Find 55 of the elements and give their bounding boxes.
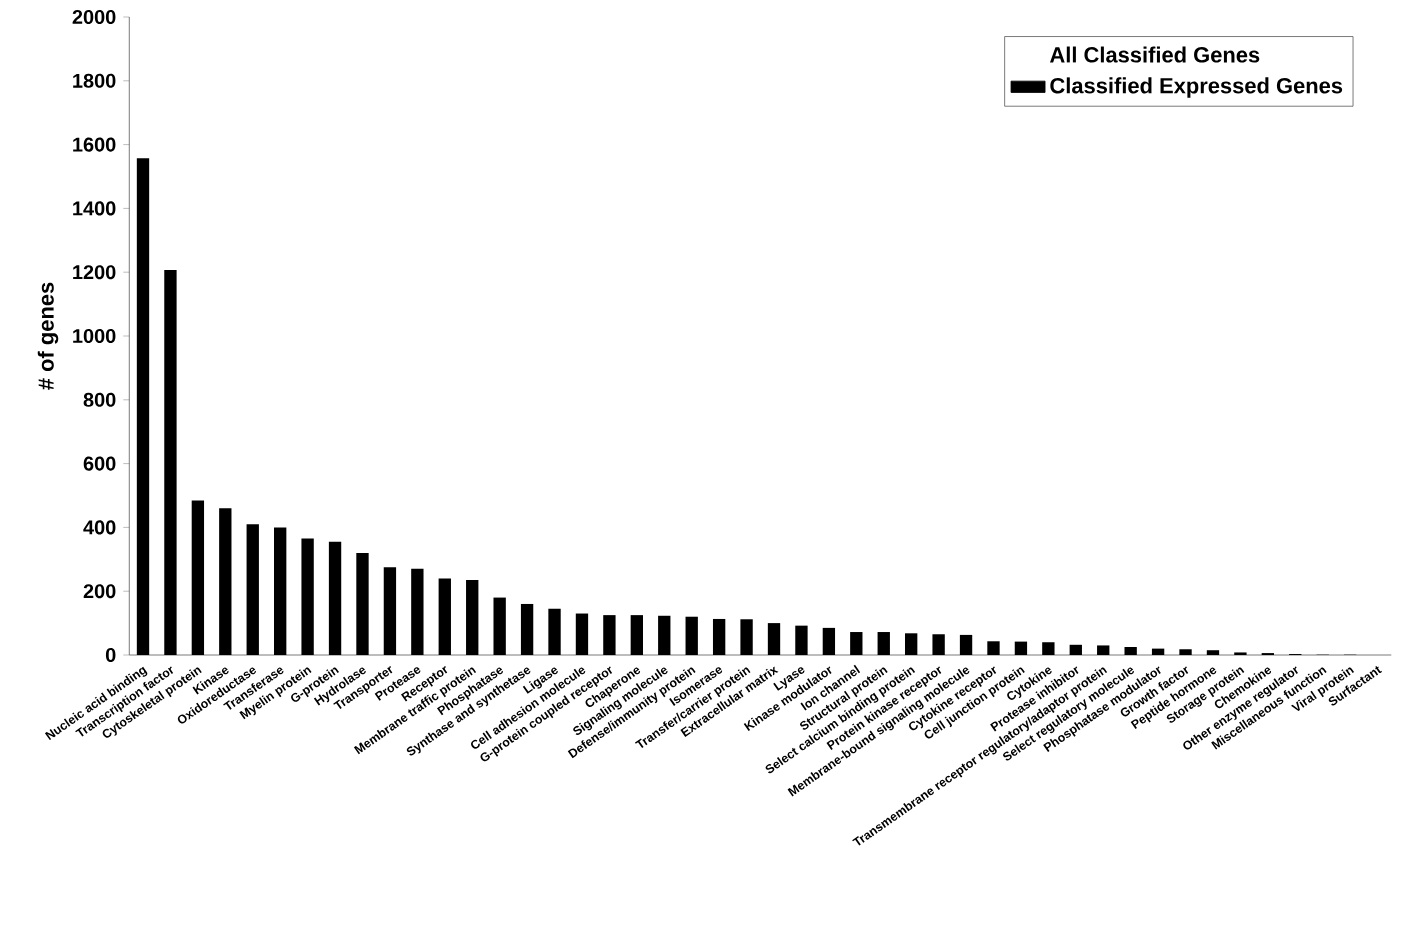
bar	[959, 634, 973, 655]
y-tick-label: 1400	[73, 201, 116, 216]
bar	[740, 619, 753, 655]
bar	[356, 552, 369, 655]
bar	[1097, 645, 1110, 655]
bar	[411, 568, 424, 655]
y-tick-label: 0	[105, 647, 116, 663]
bar	[1179, 649, 1192, 655]
bar	[493, 597, 506, 655]
bar	[795, 625, 808, 655]
bar	[1151, 648, 1165, 655]
bar	[1069, 644, 1082, 655]
y-axis-title: # of genes	[37, 282, 59, 390]
bar	[630, 615, 644, 655]
bar	[246, 524, 259, 655]
y-tick-label: 600	[83, 456, 116, 471]
legend-label: Classified Expressed Genes	[1050, 77, 1343, 98]
bar	[164, 269, 177, 655]
text: All Classified Genes	[1049, 46, 1260, 63]
y-tick-label: 800	[83, 392, 116, 407]
bar	[932, 634, 945, 655]
bar	[987, 641, 1000, 655]
bar	[383, 567, 397, 655]
bar	[850, 632, 863, 655]
bar	[274, 527, 287, 655]
bar	[905, 633, 918, 655]
bar	[466, 580, 479, 655]
y-tick-label: 1200	[73, 265, 116, 280]
bar	[219, 508, 232, 655]
bar	[1234, 652, 1247, 655]
bar	[712, 618, 726, 655]
bar	[767, 623, 781, 655]
bar	[877, 632, 890, 655]
bar	[575, 613, 589, 655]
y-tick-label: 2000	[72, 9, 116, 25]
y-tick-label: 400	[83, 520, 116, 535]
y-tick-label: 1600	[73, 137, 116, 152]
bar	[685, 616, 698, 655]
bar	[1014, 641, 1028, 655]
bar	[822, 627, 836, 655]
y-tick-label: 1000	[73, 328, 116, 344]
bar	[548, 608, 561, 655]
bar	[1124, 647, 1137, 655]
y-tick-label: 200	[83, 584, 116, 599]
bar	[1042, 642, 1055, 655]
bar	[1206, 650, 1220, 655]
bar	[301, 538, 314, 655]
bar	[191, 500, 205, 655]
bar	[658, 615, 671, 655]
bar	[520, 603, 534, 655]
bar	[136, 158, 150, 655]
bar	[438, 578, 451, 655]
y-tick-label: 1800	[73, 73, 116, 88]
bar	[328, 541, 342, 655]
bar	[603, 615, 616, 655]
